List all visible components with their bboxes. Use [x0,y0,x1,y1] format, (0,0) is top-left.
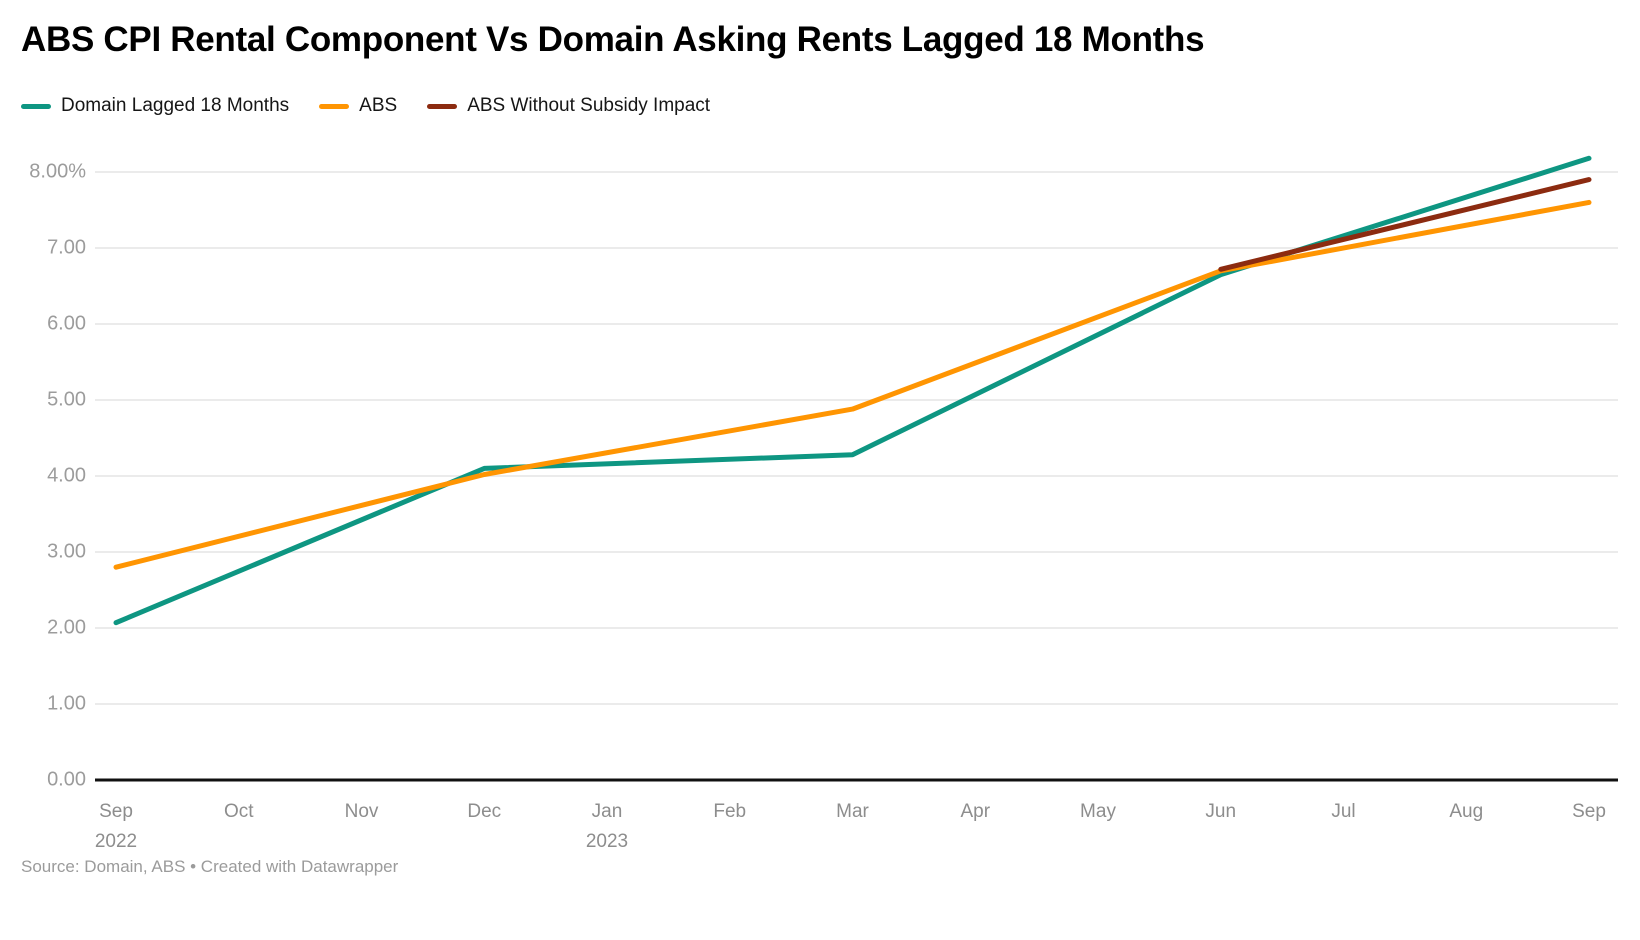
y-tick-label: 5.00 [47,388,86,410]
x-tick-label: Aug [1449,801,1483,822]
chart-legend: Domain Lagged 18 Months ABS ABS Without … [21,95,710,117]
x-tick-label: Oct [224,801,254,822]
x-tick-label: Nov [345,801,379,822]
source-attribution: Source: Domain, ABS • Created with Dataw… [21,857,399,876]
y-tick-label: 6.00 [47,312,86,334]
x-tick-label: Apr [960,801,990,822]
legend-swatch-maroon-icon [427,103,458,109]
legend-swatch-teal-icon [21,103,51,109]
y-tick-label: 4.00 [47,464,86,486]
x-tick-label: Feb [713,801,746,822]
x-tick-label: Sep [99,801,133,822]
legend-item-abs: ABS [319,95,397,117]
x-tick-label: Jun [1205,801,1236,822]
y-tick-label: 8.00% [29,160,86,182]
x-tick-label: Sep [1572,801,1606,822]
legend-item-abs-no-subsidy: ABS Without Subsidy Impact [427,95,710,117]
legend-item-domain-lagged: Domain Lagged 18 Months [21,95,289,117]
series-line-2[interactable] [1218,177,1592,272]
chart-title: ABS CPI Rental Component Vs Domain Askin… [21,20,1205,59]
series-line-1[interactable] [113,199,1592,570]
y-tick-label: 7.00 [47,236,86,258]
x-tick-year-label: 2023 [586,831,628,852]
y-tick-label: 1.00 [47,692,86,714]
x-tick-label: Dec [467,801,501,822]
y-gridlines [95,171,1618,705]
y-tick-label: 3.00 [47,540,86,562]
x-tick-label: May [1080,801,1116,822]
x-tick-label: Jan [592,801,623,822]
x-tick-label: Jul [1331,801,1355,822]
series-line-0[interactable] [113,155,1592,626]
x-tick-year-label: 2022 [95,831,137,852]
y-axis-tick-labels: 0.00 1.00 2.00 3.00 4.00 5.00 6.00 7.00 8.00% [29,160,86,790]
legend-label-abs-no-subsidy: ABS Without Subsidy Impact [467,95,711,116]
y-tick-label: 0.00 [47,768,86,790]
y-tick-label: 2.00 [47,616,86,638]
legend-swatch-orange-icon [319,103,350,109]
legend-label-domain-lagged: Domain Lagged 18 Months [61,95,290,116]
x-tick-label: Mar [836,801,869,822]
x-axis-tick-labels: Sep 2022 Oct Nov Dec Jan 2023 Feb Mar Apr May Jun Ju… [95,801,1606,852]
legend-label-abs: ABS [359,95,398,116]
